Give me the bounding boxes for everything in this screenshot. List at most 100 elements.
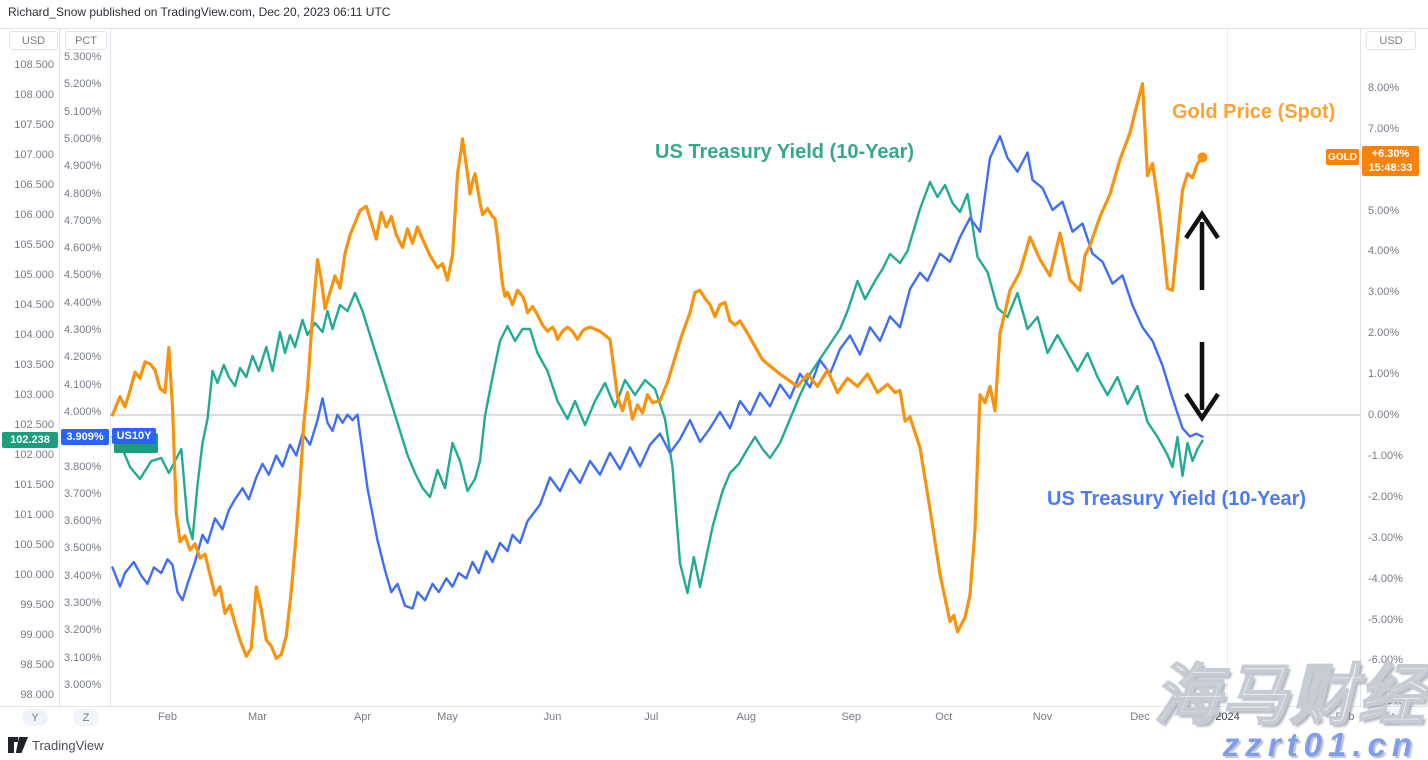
right_pct_change-tick-label: 2.00% (1368, 327, 1400, 340)
gold-last-price-tag: +6.30% 15:48:33 (1362, 146, 1419, 176)
left_usd-tick-label: 101.500 (14, 479, 54, 491)
time-axis-label: May (437, 711, 458, 723)
right_pct_change-tick-label: 7.00% (1368, 122, 1400, 135)
usd-pct-axis-divider (59, 28, 60, 706)
left-pct-axis-unit[interactable]: PCT (65, 31, 107, 50)
left_usd-tick-label: 105.500 (14, 239, 54, 251)
left_usd-tick-label: 103.000 (14, 389, 54, 401)
left_usd-tick-label: 99.500 (20, 599, 54, 611)
left_pct-tick-label: 3.400% (64, 569, 102, 582)
left_pct-tick-label: 4.000% (64, 405, 102, 418)
left_usd-tick-label: 102.500 (14, 419, 54, 431)
gold-change-value: +6.30% (1371, 148, 1410, 160)
time-axis-divider (0, 706, 1428, 707)
right_pct_change-tick-label: 4.00% (1368, 245, 1400, 258)
left_pct-tick-label: 4.300% (64, 324, 102, 336)
tradingview-logo-icon[interactable] (8, 737, 28, 753)
down-arrow-icon (1184, 392, 1220, 423)
header-divider (0, 28, 1428, 29)
left_pct-tick-label: 5.000% (64, 132, 102, 145)
left_pct-tick-label: 3.500% (64, 542, 102, 555)
left_usd-tick-label: 98.500 (20, 659, 54, 671)
right_pct_change-tick-label: -1.00% (1368, 449, 1403, 462)
usd-axis-scale-button[interactable]: Y (22, 709, 48, 726)
left_usd-tick-label: 98.000 (20, 689, 54, 701)
left-axis-plot-divider (110, 28, 111, 706)
footer-bar: TradingView (0, 730, 1428, 760)
right_pct_change-tick-label: 3.00% (1368, 286, 1400, 299)
left_usd-tick-label: 100.500 (14, 539, 54, 551)
left_usd-tick-label: 107.500 (14, 119, 54, 131)
watermark-cn-text: 海马财经 (1153, 657, 1426, 733)
time-axis-label: Sep (841, 711, 862, 723)
us10y-symbol-tag: US10Y (112, 428, 156, 444)
watermark-domain-text: zzrt01.cn (1222, 726, 1418, 760)
time-axis-label: Aug (736, 711, 757, 723)
time-axis-label: Oct (935, 711, 953, 723)
green-last-price-tag: 102.238 (2, 432, 58, 448)
left_pct-tick-label: 3.200% (64, 624, 102, 637)
left_pct-tick-label: 4.100% (64, 378, 102, 391)
left_pct-tick-label: 4.400% (64, 296, 102, 309)
time-axis-label: Jun (543, 711, 562, 723)
right-usd-axis-unit[interactable]: USD (1366, 31, 1416, 50)
right_pct_change-tick-label: -7.00% (1368, 695, 1403, 708)
left_usd-tick-label: 99.000 (20, 629, 54, 641)
right_pct_change-tick-label: -5.00% (1368, 613, 1403, 626)
left_usd-tick-label: 108.500 (14, 59, 54, 71)
published-byline: Richard_Snow published on TradingView.co… (8, 5, 391, 19)
right_pct_change-tick-label: -2.00% (1368, 490, 1403, 503)
left_pct-tick-label: 4.800% (64, 187, 102, 200)
blue-last-price-tag: 3.909% (61, 429, 109, 445)
time-axis-label: Apr (353, 711, 372, 723)
left_usd-tick-label: 106.000 (14, 209, 54, 221)
left_pct-tick-label: 4.600% (64, 242, 102, 255)
gold-symbol-tag: GOLD (1326, 149, 1359, 165)
treasury-yield-line-green (111, 180, 1204, 595)
left_pct-tick-label: 5.200% (64, 78, 102, 91)
time-axis-label: Feb (1335, 711, 1355, 723)
left_pct-tick-label: 3.700% (64, 487, 102, 500)
right_pct_change-tick-label: 0.00% (1368, 409, 1400, 421)
left_usd-tick-label: 100.000 (14, 569, 54, 581)
left_usd-tick-label: 102.000 (14, 449, 54, 461)
left_pct-tick-label: 3.100% (64, 651, 102, 664)
left_pct-tick-label: 4.500% (64, 269, 102, 282)
time-axis-label: Mar (248, 711, 267, 723)
plot-right-axis-divider (1360, 28, 1361, 706)
left_pct-tick-label: 3.000% (64, 678, 102, 691)
right_pct_change-tick-label: -4.00% (1368, 572, 1403, 585)
left_pct-tick-label: 5.100% (64, 105, 102, 118)
pct-axis-scale-button[interactable]: Z (73, 709, 99, 726)
left_pct-tick-label: 4.900% (64, 160, 102, 173)
left_pct-tick-label: 3.600% (64, 515, 102, 528)
left_usd-tick-label: 105.000 (14, 269, 54, 281)
right-axis-auto-button[interactable]: A (1380, 709, 1406, 726)
green-series-label: US Treasury Yield (10-Year) (655, 141, 915, 163)
time-axis-label: Jul (644, 711, 659, 723)
treasury-yield-line-blue (111, 134, 1204, 610)
tradingview-brand-text[interactable]: TradingView (32, 738, 104, 753)
gold-last-time: 15:48:33 (1368, 162, 1413, 174)
time-axis-label: Nov (1032, 711, 1053, 723)
left_pct-tick-label: 3.300% (64, 597, 102, 609)
left_pct-tick-label: 5.300% (64, 51, 102, 63)
left_usd-tick-label: 106.500 (14, 179, 54, 191)
time-axis-label: 2024 (1215, 711, 1240, 723)
left_usd-tick-label: 101.000 (14, 509, 54, 521)
right_pct_change-tick-label: -3.00% (1368, 531, 1403, 544)
up-arrow-icon (1184, 209, 1220, 240)
left_pct-tick-label: 4.700% (64, 214, 102, 227)
left_usd-tick-label: 107.000 (14, 149, 54, 161)
left_pct-tick-label: 4.200% (64, 351, 102, 364)
left-usd-axis-unit[interactable]: USD (9, 31, 58, 50)
gold-last-point-marker (1197, 152, 1208, 163)
right_pct_change-tick-label: -6.00% (1368, 654, 1403, 667)
left_usd-tick-label: 104.000 (14, 329, 54, 341)
right_pct_change-tick-label: 1.00% (1368, 368, 1400, 381)
time-axis-label: Feb (158, 711, 177, 723)
left_usd-tick-label: 103.500 (14, 359, 54, 371)
gold-series-label: Gold Price (Spot) (1172, 101, 1336, 123)
